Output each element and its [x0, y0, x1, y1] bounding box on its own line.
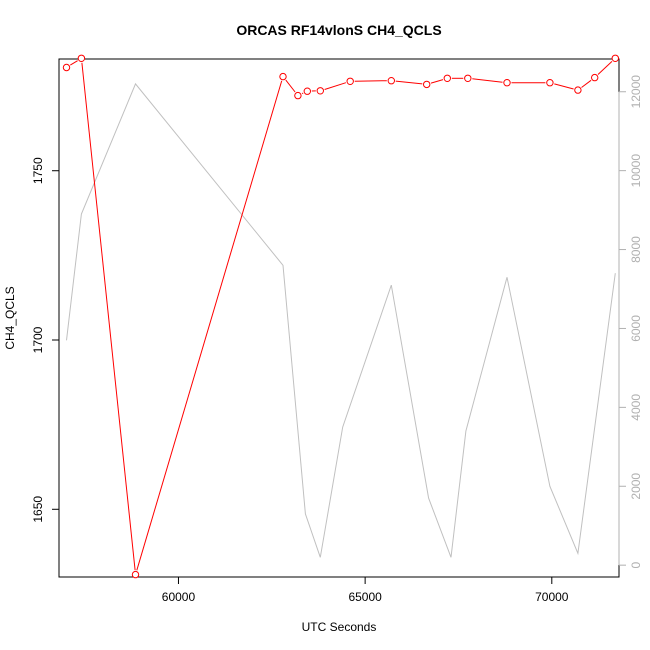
- series-1-point: [131, 570, 140, 579]
- x-tick-label: 65000: [348, 590, 382, 604]
- series-1-segment: [554, 83, 574, 90]
- y-axis-right: 0 2000 4000 6000 8000 10000 12000: [618, 75, 643, 569]
- series-1-segment: [285, 79, 296, 93]
- x-axis: 60000 65000 70000: [162, 576, 569, 604]
- series-1-point: [443, 74, 451, 83]
- series-1-segment: [301, 92, 304, 95]
- series-1-point: [316, 87, 324, 95]
- series-1-point: [464, 74, 472, 83]
- series-1-segment: [324, 82, 347, 90]
- y-tick-label: 1650: [31, 496, 45, 523]
- series-1-segment: [472, 78, 503, 83]
- y2-tick-label: 2000: [629, 473, 643, 500]
- series-1-point: [346, 77, 354, 86]
- y2-tick-label: 6000: [629, 315, 643, 342]
- series-1-segment: [395, 80, 423, 85]
- y-tick-label: 1700: [31, 326, 45, 353]
- x-axis-label: UTC Seconds: [302, 620, 377, 634]
- series-1-segment: [581, 79, 592, 88]
- series-1-point: [423, 80, 431, 89]
- y2-tick-label: 10000: [629, 154, 643, 188]
- y-axis-label: CH4_QCLS: [3, 286, 17, 349]
- y2-tick-label: 12000: [629, 75, 643, 109]
- series-1-point: [303, 87, 311, 95]
- series-1-point: [611, 54, 619, 62]
- series-1-segment: [354, 80, 387, 82]
- series-1-segment: [597, 61, 613, 75]
- y2-tick-label: 0: [629, 562, 643, 569]
- x-tick-label: 70000: [535, 590, 569, 604]
- y-tick-label: 1750: [31, 157, 45, 184]
- chart-title: ORCAS RF14vlonS CH4_QCLS: [236, 22, 441, 38]
- series-1-segment: [136, 80, 283, 571]
- series-1-point: [591, 73, 599, 82]
- series-1-point: [387, 77, 395, 85]
- series-1-segment: [70, 60, 78, 66]
- series-1-segment: [81, 62, 136, 571]
- series-1-point: [62, 63, 71, 72]
- series-1-point: [546, 79, 554, 87]
- series-2-line: [66, 82, 616, 558]
- series-1-segment: [430, 79, 444, 84]
- series-layer: [62, 54, 619, 579]
- y-axis-left: 1650 1700 1750: [31, 157, 60, 523]
- y2-tick-label: 4000: [629, 394, 643, 421]
- plot-area: [58, 58, 620, 578]
- series-1-point: [574, 86, 582, 94]
- series-1-point: [279, 72, 287, 81]
- series-1-point: [503, 79, 511, 87]
- series-1-point: [294, 91, 302, 100]
- y2-tick-label: 8000: [629, 236, 643, 263]
- series-1-point: [77, 54, 86, 62]
- x-tick-label: 60000: [162, 590, 196, 604]
